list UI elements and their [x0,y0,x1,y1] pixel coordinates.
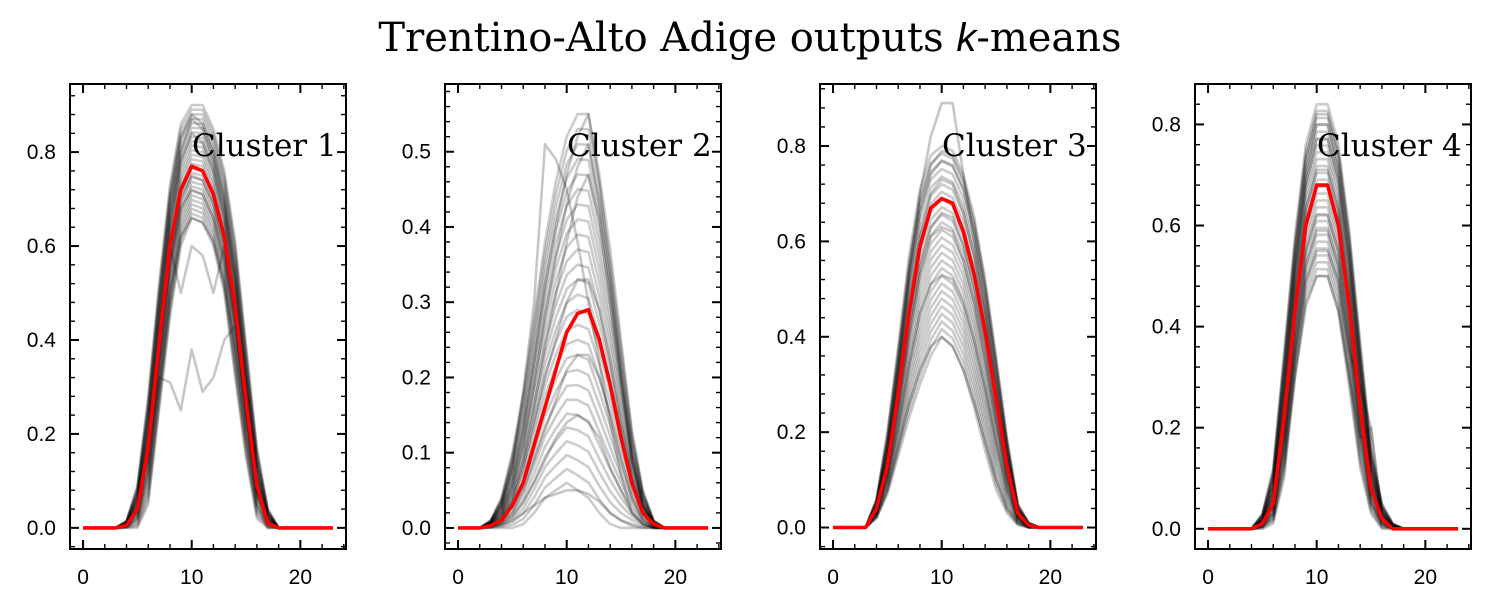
x-tick-label: 0 [1202,566,1214,589]
series-line-4 [83,216,333,530]
y-tick-label: 0.6 [777,230,806,253]
band-line [1208,261,1458,531]
panel-cluster-1: 0 10 20 0.0 0.2 0.4 0.6 0.8 Cluster 1 [27,83,347,589]
band-line [833,221,1083,529]
band-line [83,212,333,530]
cluster-label: Cluster 4 [1317,128,1462,164]
y-tick-label: 0.8 [777,135,806,158]
figure-title: Trentino-Alto Adige outputs k-means [378,15,1121,61]
y-tick-label: 0.0 [1152,518,1181,541]
band-line [458,142,708,530]
plot-area [83,103,333,530]
y-tick-label: 0.4 [1152,316,1182,339]
y-tick-label: 0.3 [402,291,431,314]
axes-frame [444,83,722,550]
series-line-7 [458,142,708,530]
x-tick-label: 10 [1305,566,1328,589]
band-line [83,216,333,530]
band-line [833,266,1083,529]
axes-frame [1194,83,1472,550]
x-tick-label: 10 [555,566,578,589]
y-tick-label: 0.1 [402,442,431,465]
axes-frame [819,83,1097,550]
x-tick-label: 0 [827,566,839,589]
panels: 0 10 20 0.0 0.2 0.4 0.6 0.8 Cluster 1 0 10 20 0.0 0.1… [27,83,1472,589]
panel-cluster-3: 0 10 20 0.0 0.2 0.4 0.6 0.8 Cluster 3 [777,83,1097,589]
plot-area [833,101,1083,530]
band-line [833,312,1083,529]
figure-title-main: Trentino-Alto Adige outputs [378,15,956,61]
band-line [458,353,708,530]
centroid-line [458,307,708,530]
centroid-line [83,164,333,530]
y-tick-label: 0.2 [27,423,56,446]
series-line-5 [458,173,708,530]
band-line [458,263,708,530]
band-line [83,207,333,530]
y-tick-label: 0.6 [27,235,56,258]
band-line [83,203,333,530]
band-line [458,173,708,530]
y-tick-label: 0.8 [27,141,56,164]
band-line [83,194,333,530]
y-tick-label: 0.2 [402,366,431,389]
x-tick-label: 10 [180,566,203,589]
plot-area [1208,102,1458,531]
y-tick-label: 0.4 [402,216,432,239]
y-tick-label: 0.5 [402,141,431,164]
x-tick-label: 10 [930,566,953,589]
series-line-7 [83,324,333,530]
cluster-label: Cluster 1 [192,128,337,164]
y-tick-label: 0.4 [27,329,57,352]
panel-cluster-2: 0 10 20 0.0 0.1 0.2 0.3 0.4 0.5 Cluster 2 [402,83,722,589]
plot-area [458,112,708,530]
x-tick-label: 0 [452,566,464,589]
y-tick-label: 0.0 [777,517,806,540]
band-line [458,157,708,530]
centroid-line [833,196,1083,530]
x-tick-label: 20 [664,566,687,589]
series-line-3 [458,142,708,530]
band-line [83,185,333,530]
y-tick-label: 0.0 [27,517,56,540]
series-line-2 [83,188,333,530]
band-line [1208,274,1458,531]
x-tick-label: 20 [1039,566,1062,589]
y-tick-label: 0.2 [777,421,806,444]
y-tick-label: 0.4 [777,326,807,349]
y-tick-label: 0.6 [1152,215,1181,238]
band-line [833,335,1083,529]
series-line-4 [1208,274,1458,531]
x-tick-label: 0 [77,566,89,589]
x-tick-label: 20 [289,566,312,589]
y-tick-label: 0.2 [1152,417,1181,440]
centroid-line [1208,183,1458,531]
series-line-8 [833,211,1083,529]
band-line [458,383,708,530]
band-line [83,198,333,530]
cluster-label: Cluster 3 [942,128,1087,164]
series-line-8 [83,244,333,530]
figure-title-suffix: -means [976,15,1121,61]
band-line [833,304,1083,529]
x-tick-label: 20 [1414,566,1437,589]
series-line-4 [833,335,1083,529]
panel-cluster-4: 0 10 20 0.0 0.2 0.4 0.6 0.8 Cluster 4 [1152,83,1472,589]
y-tick-label: 0.0 [402,517,431,540]
figure-title-k: k [956,16,978,60]
band-line [83,189,333,530]
band-line [1208,267,1458,531]
cluster-label: Cluster 2 [567,128,712,164]
axes-frame [69,83,347,550]
y-tick-label: 0.8 [1152,113,1181,136]
series-line-2 [458,353,708,530]
